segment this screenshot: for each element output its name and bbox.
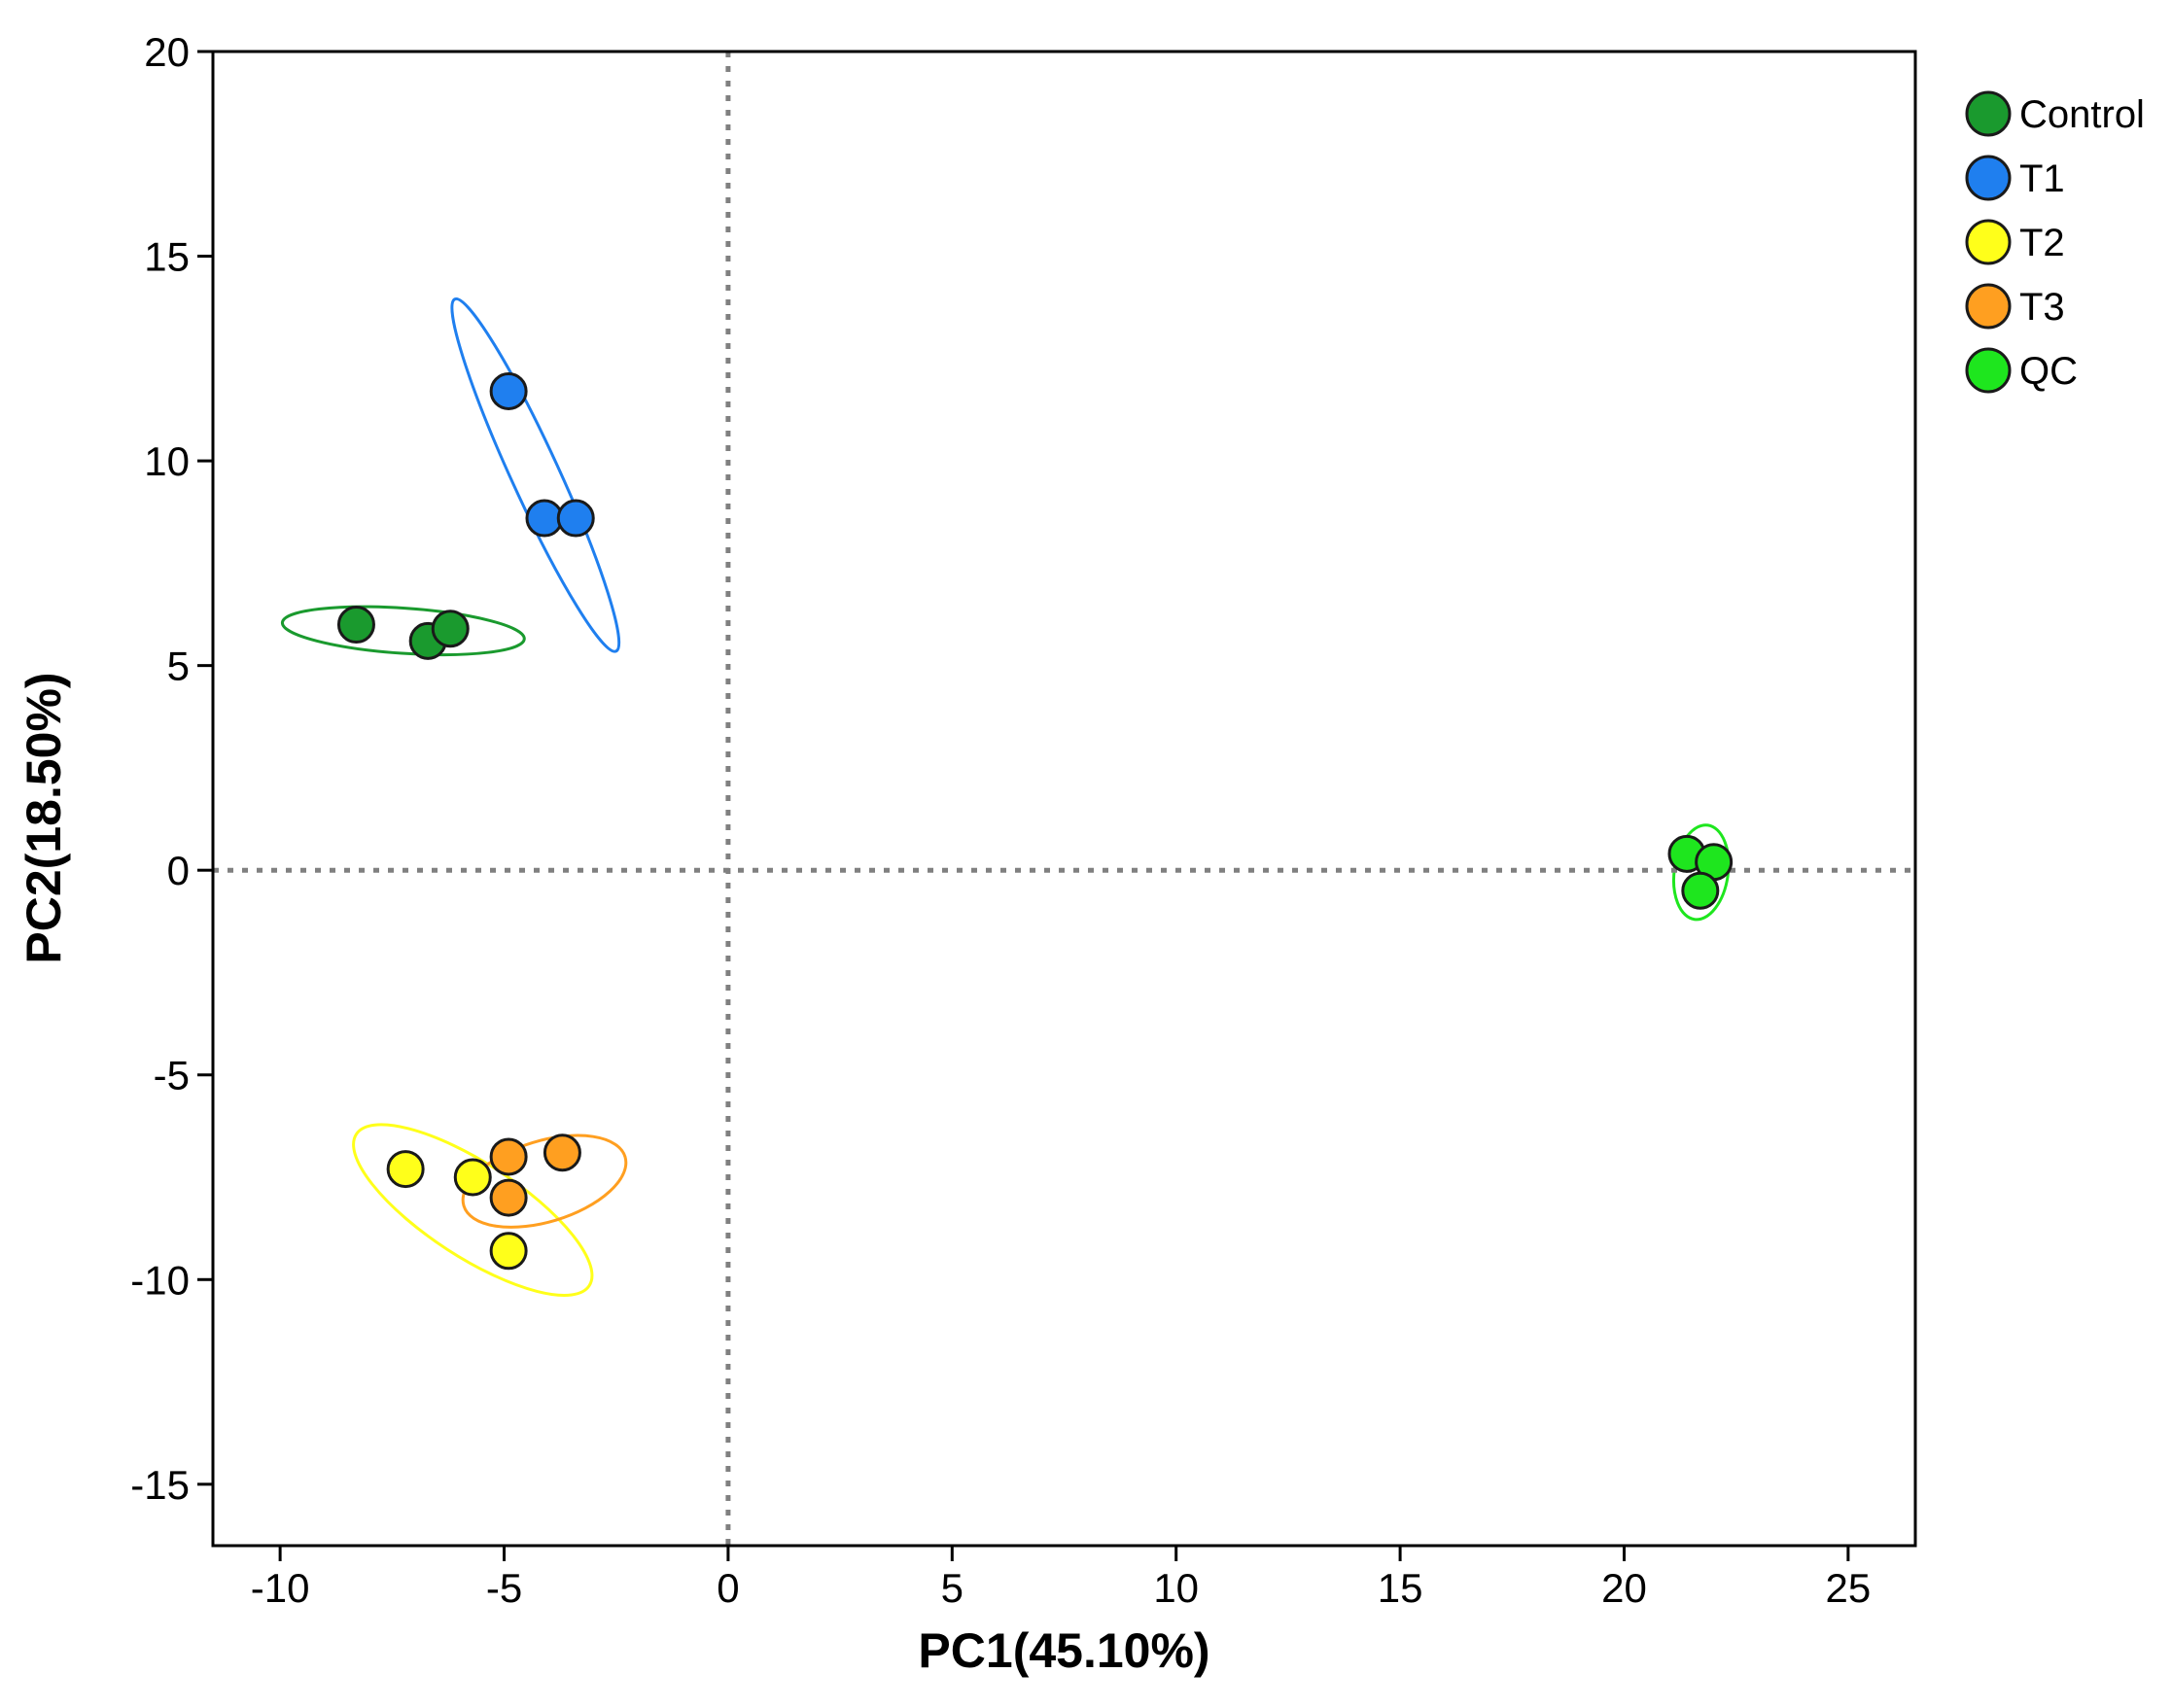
ellipse-t2: [352, 1123, 594, 1298]
point-qc-3: [1681, 871, 1720, 910]
x-tick-label-20: 20: [1601, 1565, 1647, 1611]
point-t3-2: [543, 1133, 581, 1172]
y-tick-label-15: 15: [144, 234, 190, 280]
legend-label-t1: T1: [2019, 157, 2065, 200]
data-points: [336, 372, 1734, 1271]
point-control-3: [431, 610, 470, 648]
point-t1-2: [525, 499, 564, 538]
point-control-1: [336, 606, 375, 645]
point-t2-1: [386, 1150, 425, 1189]
plot-frame: [211, 50, 1917, 1548]
ellipse-t1: [450, 296, 621, 653]
point-t2-2: [453, 1158, 492, 1197]
y-tick-label-0: 0: [167, 848, 190, 893]
y-tick-label-5: 5: [167, 644, 190, 689]
legend-label-t3: T3: [2019, 286, 2065, 329]
legend-label-control: Control: [2019, 93, 2145, 136]
legend-label-t2: T2: [2019, 222, 2065, 264]
x-tick-label-10: 10: [1153, 1565, 1199, 1611]
y-tick-label--5: -5: [154, 1053, 190, 1098]
legend-marker-t1: [1965, 155, 2012, 201]
y-axis-title: PC2(18.50%): [17, 672, 71, 963]
legend-marker-t2: [1965, 219, 2012, 265]
axes: -10 -5 0 5 10 15 20 25 -15 -10 -5 0 5 10 15 20: [130, 29, 1917, 1611]
legend-marker-control: [1965, 90, 2012, 137]
x-tick-label-25: 25: [1826, 1565, 1872, 1611]
point-t3-3: [489, 1178, 528, 1217]
y-tick-label-10: 10: [144, 438, 190, 484]
x-tick-label--5: -5: [486, 1565, 522, 1611]
reference-lines: [213, 52, 1915, 1546]
point-t3-1: [489, 1137, 528, 1176]
x-tick-label-0: 0: [717, 1565, 739, 1611]
ellipse-t3: [461, 1133, 628, 1229]
point-t2-3: [489, 1232, 528, 1271]
x-tick-label-5: 5: [941, 1565, 963, 1611]
legend: Control T1 T2 T3 QC: [1965, 90, 2145, 394]
point-t1-1: [489, 372, 528, 411]
y-tick-label-20: 20: [144, 29, 190, 75]
y-tick-label--15: -15: [130, 1462, 190, 1508]
legend-marker-qc: [1965, 347, 2012, 394]
ellipse-control: [280, 605, 526, 657]
point-t1-3: [556, 499, 595, 538]
legend-marker-t3: [1965, 283, 2012, 330]
y-tick-label--10: -10: [130, 1257, 190, 1303]
legend-label-qc: QC: [2019, 350, 2078, 393]
confidence-ellipses: [280, 296, 1731, 1298]
x-axis-title: PC1(45.10%): [918, 1623, 1209, 1678]
x-tick-label--10: -10: [251, 1565, 310, 1611]
x-tick-label-15: 15: [1378, 1565, 1423, 1611]
